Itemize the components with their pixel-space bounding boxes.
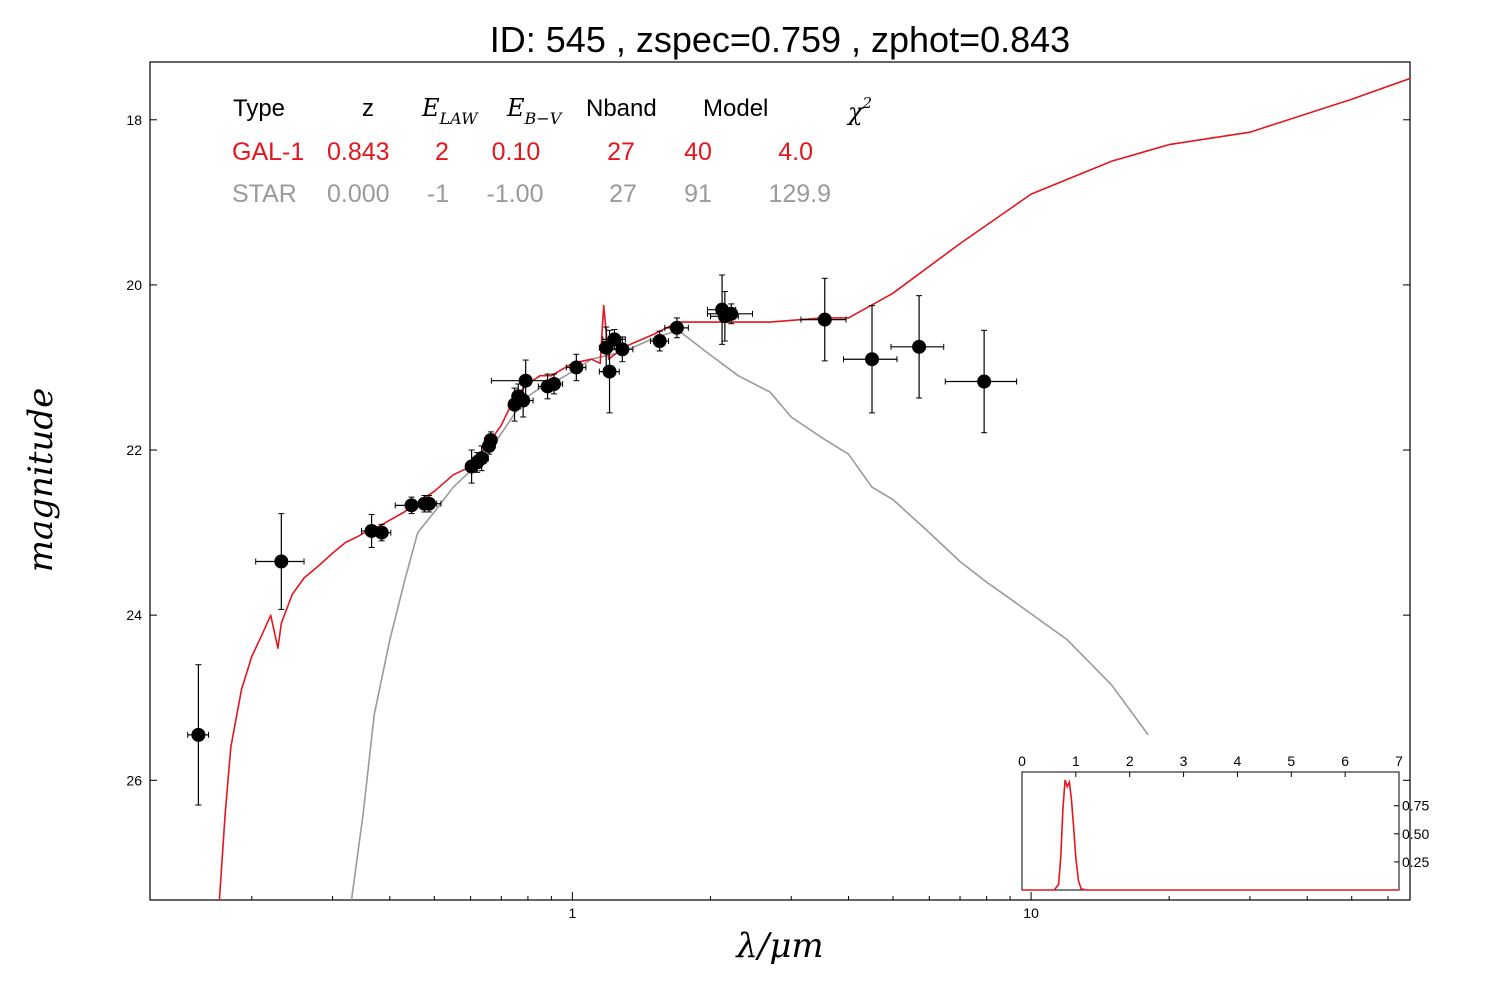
- inset-x-tick-label: 1: [1072, 753, 1080, 769]
- inset-x-tick-label: 4: [1234, 753, 1242, 769]
- data-marker: [912, 339, 927, 354]
- inset-x-tick-label: 2: [1126, 753, 1134, 769]
- data-marker: [569, 360, 584, 375]
- y-axis-label: magnitude: [21, 388, 61, 573]
- data-marker: [483, 433, 498, 448]
- x-axis-label: λ/μm: [734, 926, 823, 966]
- legend-galaxy-elaw: 2: [435, 138, 449, 166]
- photometry-point: [602, 328, 626, 350]
- photometry-point: [415, 494, 442, 513]
- galaxy-model-curve: [218, 77, 1411, 901]
- data-marker: [817, 312, 832, 327]
- legend-star-ebv: -1.00: [487, 180, 544, 208]
- legend-row-star: STAR 0.000 -1 -1.00 27 91 129.9: [232, 180, 831, 208]
- data-marker: [516, 393, 531, 408]
- photometry-point: [512, 383, 534, 418]
- legend-galaxy-chi2: 4.0: [778, 138, 813, 166]
- legend-header-nband: Nband: [586, 95, 657, 122]
- data-marker: [374, 525, 389, 540]
- data-marker: [652, 334, 667, 349]
- photometry-point: [664, 317, 689, 339]
- data-marker: [669, 320, 684, 335]
- data-marker: [422, 496, 437, 511]
- photometry-point: [800, 277, 847, 362]
- photometry-point: [706, 303, 754, 325]
- inset-x-tick-label: 0: [1018, 753, 1026, 769]
- x-tick-label: 10: [1023, 905, 1039, 921]
- chart-title: ID: 545 , zspec=0.759 , zphot=0.843: [490, 19, 1070, 60]
- photometry-point: [649, 330, 669, 352]
- legend-table: Type z ELAW EB−V Nband Model χ2 GAL-1 0.…: [232, 94, 872, 208]
- x-tick-label: 1: [568, 905, 576, 921]
- photometry-points: [187, 274, 1018, 806]
- legend-star-elaw: -1: [427, 180, 449, 208]
- data-marker: [607, 332, 622, 347]
- plot-frame: [149, 61, 1411, 901]
- legend-galaxy-type: GAL-1: [232, 138, 304, 166]
- y-tick-label: 18: [126, 112, 142, 128]
- legend-star-model: 91: [684, 180, 712, 208]
- data-marker: [865, 352, 880, 367]
- photometry-point: [944, 329, 1018, 434]
- photometry-point: [474, 445, 489, 472]
- photometry-point: [483, 431, 498, 449]
- inset-y-tick-label: 0.50: [1402, 826, 1429, 842]
- photometry-point: [371, 523, 392, 542]
- legend-star-z: 0.000: [327, 180, 390, 208]
- photometry-point: [255, 513, 305, 610]
- data-marker: [191, 727, 206, 742]
- pdz-curve: [1022, 779, 1399, 891]
- legend-galaxy-z: 0.843: [327, 138, 390, 166]
- y-tick-label: 24: [126, 607, 142, 623]
- data-marker: [274, 554, 289, 569]
- legend-star-nband: 27: [609, 180, 637, 208]
- inset-x-tick-label: 7: [1395, 753, 1403, 769]
- inset-x-tick-label: 5: [1287, 753, 1295, 769]
- data-marker: [615, 342, 630, 357]
- y-tick-label: 22: [126, 442, 142, 458]
- photometry-point: [843, 305, 898, 414]
- inset-x-tick-label: 6: [1341, 753, 1349, 769]
- legend-row-galaxy: GAL-1 0.843 2 0.10 27 40 4.0: [232, 138, 813, 166]
- data-marker: [724, 306, 739, 321]
- data-marker: [547, 376, 562, 391]
- data-marker: [602, 364, 617, 379]
- legend-header-z: z: [362, 95, 374, 122]
- legend-star-chi2: 129.9: [768, 180, 831, 208]
- legend-header-ebv: EB−V: [506, 94, 563, 128]
- inset-y-tick-label: 0.75: [1402, 798, 1429, 814]
- legend-header-chi2: χ2: [846, 94, 872, 126]
- photometry-point: [565, 353, 587, 382]
- legend-galaxy-model: 40: [684, 138, 712, 166]
- legend-galaxy-nband: 27: [607, 138, 635, 166]
- pdz-inset: 0 1 2 3 4 5 6 7 0.25 0.50 0.75: [1018, 753, 1429, 891]
- legend-header-model: Model: [703, 95, 768, 122]
- legend-star-type: STAR: [232, 180, 297, 208]
- photometry-point: [610, 336, 634, 363]
- inset-y-tick-label: 0.25: [1402, 854, 1429, 870]
- photometry-point: [544, 373, 564, 395]
- legend-header-elaw: ELAW: [421, 94, 479, 128]
- data-marker: [474, 451, 489, 466]
- y-tick-label: 20: [126, 277, 142, 293]
- photometry-point: [598, 329, 620, 414]
- data-marker: [518, 373, 533, 388]
- legend-header-type: Type: [233, 95, 285, 122]
- inset-frame: [1021, 771, 1400, 891]
- legend-galaxy-ebv: 0.10: [492, 138, 541, 166]
- inset-x-tick-label: 3: [1180, 753, 1188, 769]
- data-marker: [977, 374, 992, 389]
- y-tick-label: 26: [126, 772, 142, 788]
- photometry-point: [890, 295, 945, 399]
- photometry-point: [187, 664, 210, 806]
